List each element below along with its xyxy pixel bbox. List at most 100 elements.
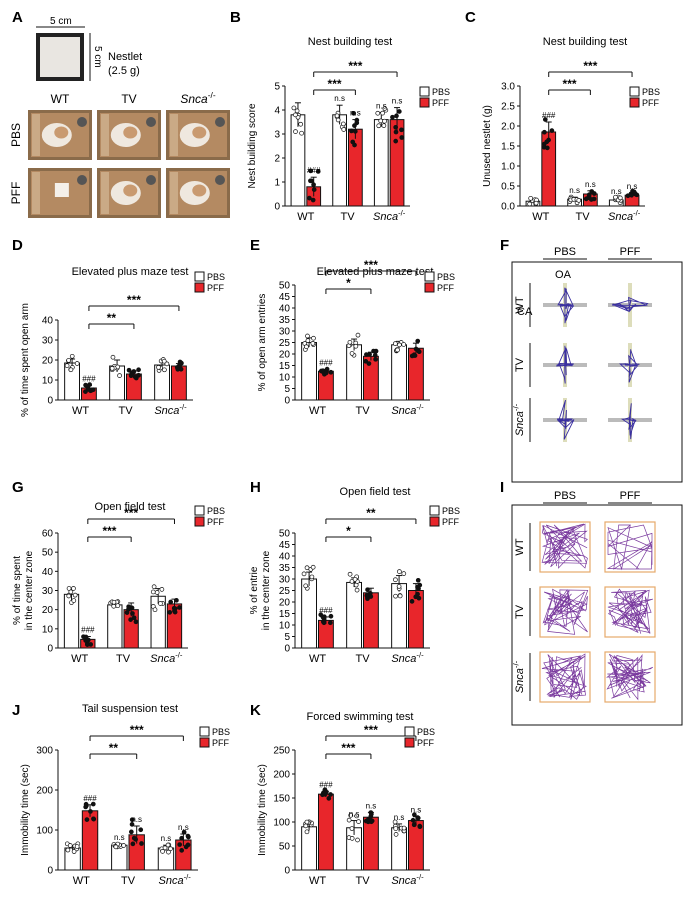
comparison-label: *** [364, 258, 378, 272]
data-point [299, 130, 304, 136]
maze-row-label: WT [514, 296, 526, 313]
data-point [401, 342, 407, 347]
data-point [381, 123, 387, 128]
field-col-label: PBS [554, 490, 576, 502]
y-tick-label: 50 [279, 281, 291, 292]
photo-col-label: WT [51, 92, 70, 106]
bar-pbs [373, 119, 389, 207]
comparison-label: *** [348, 59, 362, 73]
significance-mark: n.s [411, 806, 422, 815]
data-point [87, 382, 92, 387]
data-point [305, 338, 311, 344]
data-point [542, 117, 548, 122]
data-point [393, 129, 399, 135]
y-tick-label: 40 [279, 304, 291, 315]
comparison-label: *** [364, 723, 378, 737]
data-point [129, 817, 135, 823]
y-tick-label: 20 [279, 350, 291, 361]
significance-mark: n.s [611, 187, 622, 196]
data-point [416, 348, 421, 354]
significance-mark: ### [82, 375, 96, 384]
data-point [629, 192, 634, 198]
nest-center [123, 184, 138, 197]
data-point [83, 389, 88, 394]
data-point [309, 574, 315, 580]
dim-width-label: 5 cm [50, 16, 72, 27]
significance-mark: ### [319, 606, 333, 615]
data-point [67, 843, 73, 848]
data-point [111, 603, 117, 609]
significance-mark: ### [542, 111, 556, 120]
panel-letter-i: I [500, 479, 504, 496]
data-point [351, 110, 357, 116]
data-point [367, 351, 372, 357]
data-point [393, 832, 399, 837]
legend-swatch-pbs [404, 726, 415, 737]
data-point [177, 842, 183, 847]
field-trace [607, 588, 654, 634]
data-point [136, 372, 141, 378]
field-arena [604, 586, 656, 638]
x-category-label: WT [297, 211, 314, 223]
bar-pbs [391, 344, 407, 401]
data-point [88, 809, 93, 814]
y-tick-label: 30 [279, 327, 291, 338]
data-point [150, 589, 156, 595]
y-tick-label: 0 [47, 866, 53, 877]
data-point [84, 803, 89, 809]
data-point [372, 352, 378, 358]
bar-pff [348, 128, 363, 207]
x-category-label: TV [355, 653, 370, 665]
data-point [91, 816, 96, 822]
x-category-label: WT [309, 405, 326, 417]
data-point [159, 587, 165, 592]
data-point [177, 605, 182, 610]
data-point [368, 594, 374, 599]
y-tick-label: 3 [274, 130, 280, 141]
x-category-label: Snca-/- [373, 209, 406, 223]
x-category-label: Snca-/- [391, 651, 424, 665]
data-point [161, 358, 167, 364]
chart-title: Forced swimming test [307, 711, 414, 723]
panel-letter-f: F [500, 237, 509, 254]
legend-label-pbs: PBS [642, 87, 660, 97]
data-point [334, 113, 340, 119]
data-point [71, 598, 77, 603]
chart-title: Tail suspension test [82, 703, 178, 715]
legend-swatch-pff [429, 516, 440, 527]
data-point [410, 817, 416, 823]
bar-pbs [111, 844, 128, 871]
panel-letter-h: H [250, 479, 261, 496]
water-bottle [77, 175, 87, 185]
data-point [353, 343, 359, 349]
significance-mark: n.s [114, 833, 125, 842]
panel-letter-j: J [12, 702, 20, 719]
data-point [349, 579, 355, 584]
y-tick-label: 2.5 [501, 102, 515, 113]
data-point [328, 792, 333, 797]
data-point [90, 801, 96, 807]
data-point [348, 812, 354, 818]
data-point [69, 353, 75, 359]
x-category-label: Snca-/- [158, 873, 191, 887]
data-point [181, 829, 187, 835]
legend-swatch-pff [194, 516, 205, 527]
data-point [401, 825, 407, 831]
significance-mark: n.s [350, 109, 361, 118]
comparison-label: *** [328, 77, 342, 91]
data-point [126, 604, 131, 610]
data-point [308, 168, 314, 174]
photo-row-label: PBS [9, 123, 23, 147]
comparison-label: *** [130, 723, 144, 737]
data-point [415, 577, 421, 583]
legend-swatch-pff [404, 737, 415, 748]
y-axis-label: Immobility time (sec) [20, 764, 31, 856]
legend-label-pbs: PBS [432, 87, 450, 97]
significance-mark: n.s [161, 834, 172, 843]
chart-e: Elevated plus maze test 05101520253035404… [257, 258, 455, 417]
data-point [326, 796, 332, 801]
